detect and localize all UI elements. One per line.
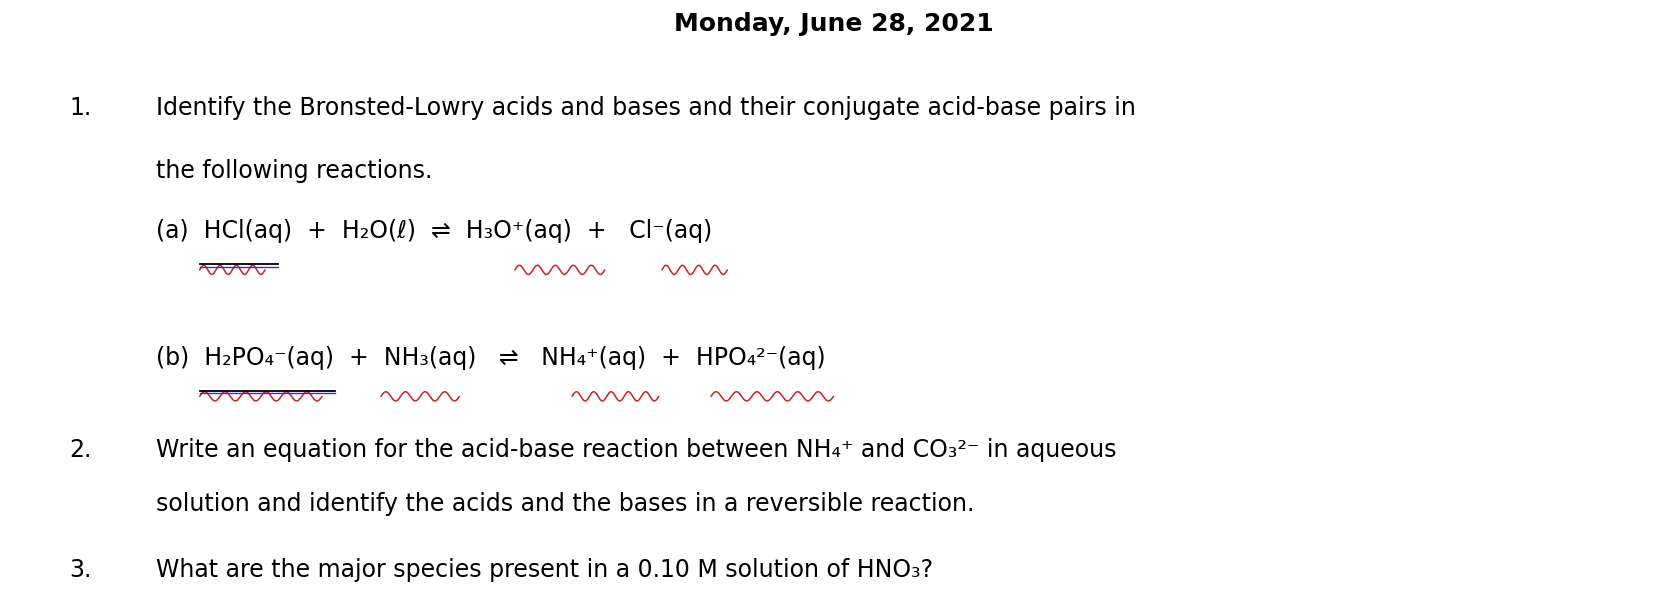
Text: 1.: 1.: [68, 96, 92, 120]
Text: (b)  H₂PO₄⁻(aq)  +  NH₃(aq)   ⇌   NH₄⁺(aq)  +  HPO₄²⁻(aq): (b) H₂PO₄⁻(aq) + NH₃(aq) ⇌ NH₄⁺(aq) + HP…: [155, 346, 825, 370]
Text: (a)  HCl(aq)  +  H₂O(ℓ)  ⇌  H₃O⁺(aq)  +   Cl⁻(aq): (a) HCl(aq) + H₂O(ℓ) ⇌ H₃O⁺(aq) + Cl⁻(aq…: [155, 219, 712, 243]
Text: 3.: 3.: [68, 558, 92, 583]
Text: solution and identify the acids and the bases in a reversible reaction.: solution and identify the acids and the …: [155, 492, 974, 516]
Text: the following reactions.: the following reactions.: [155, 159, 432, 183]
Text: Write an equation for the acid-base reaction between NH₄⁺ and CO₃²⁻ in aqueous: Write an equation for the acid-base reac…: [155, 438, 1115, 462]
Text: What are the major species present in a 0.10 M solution of HNO₃?: What are the major species present in a …: [155, 558, 932, 583]
Text: Identify the Bronsted-Lowry acids and bases and their conjugate acid-base pairs : Identify the Bronsted-Lowry acids and ba…: [155, 96, 1135, 120]
Text: Monday, June 28, 2021: Monday, June 28, 2021: [673, 12, 994, 36]
Text: 2.: 2.: [68, 438, 92, 462]
